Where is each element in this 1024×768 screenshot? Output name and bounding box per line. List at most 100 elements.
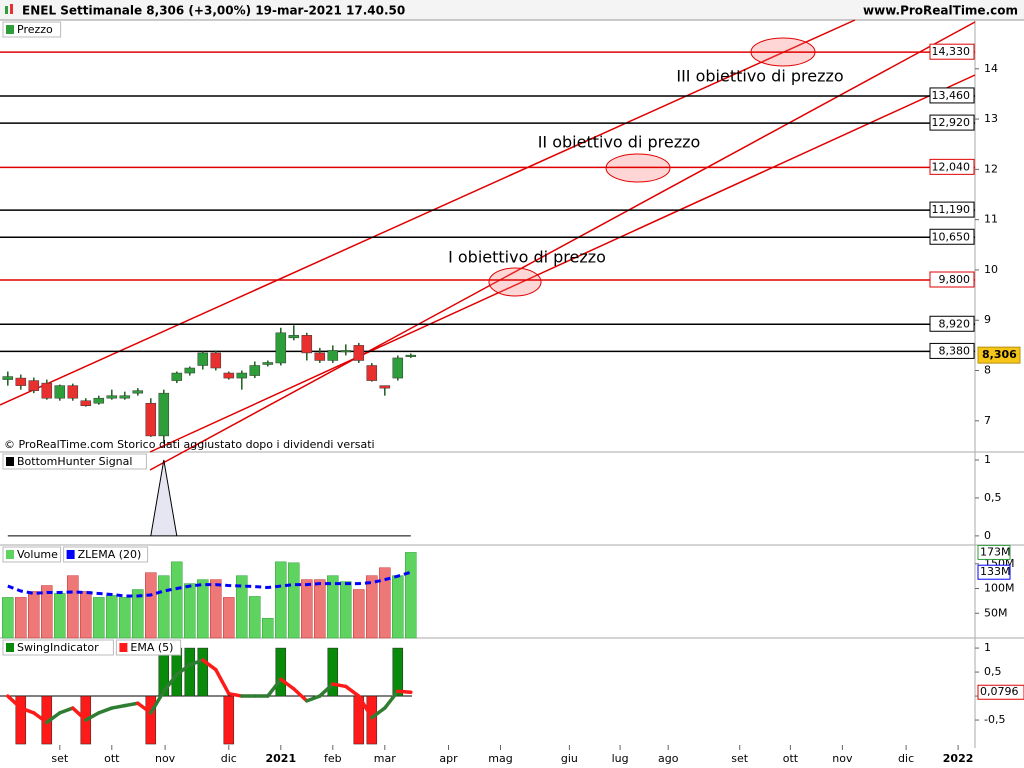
- x-tick-label: ott: [783, 752, 799, 765]
- y-tick-label: 0,5: [984, 665, 1002, 678]
- value-label: 0,0796: [980, 685, 1019, 698]
- volume-bar: [158, 575, 170, 639]
- header-bar: [0, 0, 1024, 20]
- ema-segment: [58, 706, 75, 715]
- volume-bar: [106, 595, 118, 639]
- legend-box: [2, 21, 62, 38]
- header-title: ENEL Settimanale 8,306 (+3,00%) 19-mar-2…: [22, 4, 405, 18]
- target-ellipse: [488, 267, 542, 297]
- ema-segment: [19, 706, 36, 715]
- volume-bar: [223, 597, 235, 639]
- level-label: 8,920: [939, 317, 971, 330]
- legend-box: [63, 546, 149, 563]
- legend-box: [2, 453, 147, 470]
- ema-segment: [214, 667, 231, 696]
- level-box: [929, 87, 975, 104]
- source-note: © ProRealTime.com Storico dati aggiustat…: [4, 438, 375, 451]
- candle-body: [197, 352, 209, 366]
- y-tick-label: 12: [984, 162, 998, 175]
- ema-segment: [227, 691, 244, 698]
- candle-body: [171, 372, 183, 381]
- candle-body: [28, 380, 40, 391]
- level-box: [929, 43, 975, 60]
- candle-body: [392, 357, 404, 379]
- legend-swatch: [119, 643, 128, 652]
- y-tick-label: 0,5: [984, 491, 1002, 504]
- level-label: 12,920: [932, 116, 971, 129]
- header-site[interactable]: www.ProRealTime.com: [863, 4, 1018, 18]
- volume-bar: [405, 552, 417, 639]
- icon: [5, 6, 8, 14]
- ema-segment: [266, 677, 283, 698]
- volume-bar: [67, 575, 79, 639]
- y-tick-label: 8: [984, 364, 991, 377]
- ema-segment: [279, 677, 296, 691]
- candle-body: [340, 350, 352, 353]
- candle-body: [353, 345, 365, 361]
- level-label: 11,190: [932, 203, 971, 216]
- annotation: I obiettivo di prezzo: [448, 248, 606, 267]
- swing-bar: [327, 647, 339, 697]
- legend-swatch: [6, 457, 14, 466]
- level-label: 12,040: [932, 160, 971, 173]
- y-tick-label: 11: [984, 213, 998, 226]
- level-box: [929, 228, 975, 245]
- last-price-label: 8,306: [982, 348, 1017, 361]
- swing-bar: [275, 647, 287, 697]
- level-box: [929, 158, 975, 175]
- candle-body: [54, 385, 66, 399]
- volume-bar: [249, 596, 261, 639]
- candle-body: [119, 395, 131, 399]
- value-box: [977, 684, 1024, 700]
- y-tick-label: 14: [984, 62, 998, 75]
- legend-swatch: [6, 643, 14, 652]
- value-label: 133M: [980, 565, 1011, 578]
- y-tick-label: 7: [984, 414, 991, 427]
- ema-segment: [175, 663, 192, 677]
- value-box: [977, 544, 1011, 560]
- legend-swatch: [6, 25, 14, 34]
- candle-body: [106, 395, 118, 399]
- ema-segment: [188, 658, 205, 667]
- x-tick-label: dic: [898, 752, 914, 765]
- volume-bar: [288, 562, 300, 639]
- y-tick-label: 9: [984, 313, 991, 326]
- ema-segment: [344, 684, 361, 698]
- level-label: 10,650: [932, 230, 971, 243]
- ema-segment: [84, 711, 101, 722]
- candle-body: [249, 365, 261, 376]
- volume-bar: [353, 589, 365, 639]
- volume-bar: [327, 575, 339, 639]
- candle-body: [210, 352, 222, 369]
- level-box: [929, 342, 975, 359]
- x-tick-label: ott: [104, 752, 120, 765]
- swing-bar: [184, 647, 196, 697]
- x-tick-label: mag: [488, 752, 512, 765]
- channel-line: [149, 21, 976, 471]
- volume-bar: [366, 575, 378, 639]
- ema-segment: [110, 703, 127, 710]
- candle-body: [288, 335, 300, 339]
- ema-segment: [97, 706, 114, 715]
- volume-bar: [145, 572, 157, 639]
- x-tick-label: mar: [374, 752, 396, 765]
- x-tick-label: nov: [155, 752, 176, 765]
- candle-body: [327, 350, 339, 361]
- y-tick-label: 13: [984, 112, 998, 125]
- candle-body: [262, 362, 274, 365]
- volume-bar: [392, 575, 404, 639]
- x-tick-label: giu: [561, 752, 578, 765]
- annotation: II obiettivo di prezzo: [538, 133, 701, 152]
- candle-body: [132, 390, 144, 394]
- level-box: [929, 114, 975, 131]
- ema-segment: [305, 694, 322, 703]
- level-label: 9,800: [939, 273, 971, 286]
- volume-bar: [171, 561, 183, 639]
- ema-segment: [136, 701, 153, 715]
- candle-body: [67, 385, 79, 399]
- legend-label: SwingIndicator: [17, 641, 99, 654]
- volume-bar: [119, 597, 131, 639]
- volume-bar: [340, 581, 352, 639]
- y-tick-label: 1: [984, 641, 991, 654]
